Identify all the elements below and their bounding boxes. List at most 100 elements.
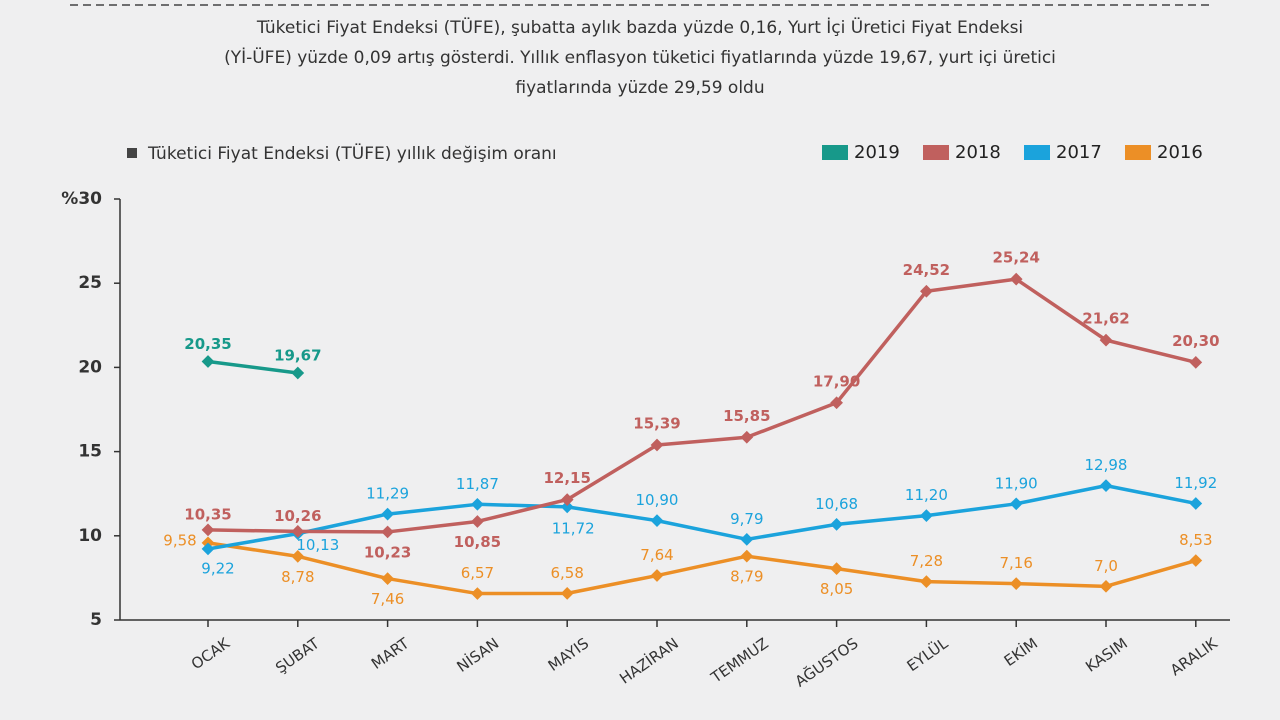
data-point	[201, 523, 215, 537]
data-label: 10,26	[274, 507, 321, 525]
series-line	[207, 359, 299, 375]
x-tick-label: AĞUSTOS	[791, 633, 861, 690]
subtitle-bullet	[127, 148, 137, 158]
data-label: 9,58	[163, 531, 196, 549]
legend-swatch	[1024, 145, 1050, 160]
x-tick-label: ARALIK	[1167, 634, 1222, 680]
data-label: 7,0	[1094, 557, 1118, 575]
data-label: 7,46	[371, 590, 404, 608]
data-label: 25,24	[992, 249, 1039, 267]
x-tick-label: TEMMUZ	[707, 634, 772, 687]
x-tick-label: OCAK	[188, 634, 234, 674]
x-tick-label: MAYIS	[545, 634, 592, 675]
y-tick-label: 10	[78, 526, 102, 546]
x-tick-label: EYLÜL	[903, 633, 952, 675]
title-line: Tüketici Fiyat Endeksi (TÜFE), şubatta a…	[256, 16, 1023, 38]
title-line: fiyatlarında yüzde 29,59 oldu	[515, 78, 764, 98]
y-tick-label: 25	[78, 273, 102, 293]
data-label: 11,92	[1174, 474, 1217, 492]
legend-label: 2016	[1157, 142, 1203, 163]
data-point	[740, 549, 754, 563]
x-tick-label: NİSAN	[453, 633, 502, 675]
data-label: 8,78	[281, 568, 314, 586]
series-line	[207, 541, 1197, 596]
data-label: 7,28	[910, 552, 943, 570]
legend-swatch	[1125, 145, 1151, 160]
data-label: 12,15	[543, 469, 590, 487]
x-tick-label: HAZİRAN	[616, 633, 682, 687]
data-label: 10,90	[636, 491, 679, 509]
data-label: 12,98	[1085, 456, 1128, 474]
data-label: 6,58	[550, 564, 583, 582]
legend-label: 2019	[854, 142, 900, 163]
legend-label: 2017	[1056, 142, 1102, 163]
data-label: 9,79	[730, 510, 763, 528]
legend-swatch	[822, 145, 848, 160]
data-point	[1099, 579, 1113, 593]
data-point	[381, 572, 394, 585]
data-label: 20,35	[184, 335, 231, 353]
data-label: 11,87	[456, 475, 499, 493]
data-label: 8,05	[820, 580, 853, 598]
data-point	[830, 562, 843, 576]
data-point	[650, 514, 664, 528]
data-label: 11,20	[905, 486, 948, 504]
data-point	[1099, 479, 1113, 492]
subtitle: Tüketici Fiyat Endeksi (TÜFE) yıllık değ…	[147, 142, 557, 164]
data-point	[650, 569, 664, 582]
data-point	[471, 497, 484, 511]
legend-label: 2018	[955, 142, 1001, 163]
data-label: 15,39	[633, 415, 680, 433]
data-label: 11,29	[366, 485, 409, 503]
x-tick-label: ŞUBAT	[272, 634, 323, 677]
data-point	[291, 366, 305, 380]
data-point	[740, 532, 754, 546]
data-point	[920, 575, 933, 588]
series-line	[207, 277, 1197, 534]
data-point	[1009, 577, 1023, 590]
data-point	[1009, 497, 1023, 511]
data-point	[830, 517, 843, 531]
x-tick-label: MART	[368, 634, 413, 673]
data-label: 17,90	[813, 372, 860, 390]
data-label: 8,53	[1179, 531, 1212, 549]
data-label: 19,67	[274, 346, 321, 364]
data-label: 15,85	[723, 407, 770, 425]
data-label: 8,79	[730, 568, 763, 586]
data-point	[1189, 497, 1203, 510]
data-label: 7,64	[640, 546, 673, 564]
data-point	[740, 430, 754, 444]
data-label: 9,22	[201, 559, 234, 577]
data-point	[471, 587, 484, 600]
y-tick-label: 5	[90, 610, 102, 630]
data-label: 11,72	[552, 519, 595, 537]
data-label: 7,16	[999, 554, 1032, 572]
data-label: 21,62	[1082, 310, 1129, 328]
data-point	[381, 507, 394, 521]
x-tick-label: EKİM	[1000, 633, 1041, 670]
data-point	[381, 525, 394, 539]
data-point	[920, 509, 933, 522]
data-label: 6,57	[461, 564, 494, 582]
data-label: 10,68	[815, 495, 858, 513]
y-tick-label: 20	[78, 357, 102, 377]
data-label: 10,35	[184, 505, 231, 523]
data-label: 10,13	[296, 536, 339, 554]
data-point	[471, 515, 484, 528]
data-label: 24,52	[903, 261, 950, 279]
data-label: 10,23	[364, 543, 411, 561]
data-label: 11,90	[995, 474, 1038, 492]
data-point	[201, 355, 215, 368]
series-line	[207, 483, 1197, 551]
y-tick-label: %30	[61, 189, 102, 209]
data-point	[1189, 355, 1203, 369]
y-tick-label: 15	[78, 442, 102, 462]
data-point	[560, 587, 574, 600]
legend-swatch	[923, 145, 949, 160]
data-label: 10,85	[454, 533, 501, 551]
x-tick-label: KASIM	[1082, 634, 1131, 676]
title-line: (Yİ-ÜFE) yüzde 0,09 artış gösterdi. Yıll…	[224, 46, 1056, 68]
data-point	[1189, 554, 1203, 567]
data-label: 20,30	[1172, 332, 1219, 350]
